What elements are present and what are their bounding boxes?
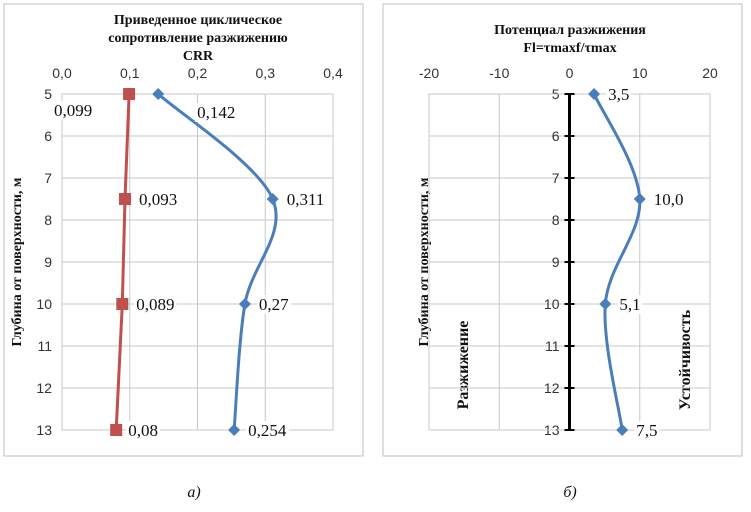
- chart-a-data-label-background: [126, 421, 160, 440]
- chart-a-x-tick-label: 0,2: [188, 65, 208, 81]
- chart-a-series-2-point: [266, 193, 279, 205]
- chart-b-x-tick-label: -10: [489, 65, 509, 81]
- chart-a-data-label-background: [195, 103, 238, 122]
- chart-a-data-label-background: [137, 190, 180, 209]
- chart-b-zone-left-label: Разжижение: [455, 321, 472, 410]
- chart-a-y-tick-label: 6: [44, 128, 52, 144]
- chart-a-series-1-point: [119, 193, 132, 205]
- chart-b-series-1-point: [616, 424, 629, 436]
- chart-a-series-2-data-label: 0,254: [248, 421, 287, 440]
- chart-b-zone-right-label: Устойчивость: [677, 309, 694, 410]
- chart-a-x-tick-label: 0,1: [120, 65, 140, 81]
- chart-a-data-label-background: [51, 101, 95, 120]
- chart-a-series-1-point: [116, 298, 129, 310]
- chart-b-series-1-point: [599, 298, 612, 310]
- chart-b-y-tick-label: 11: [545, 338, 560, 354]
- chart-a-title-line-3: CRR: [183, 49, 214, 64]
- chart-b-y-tick-label: 10: [544, 296, 560, 312]
- chart-a-y-tick-label: 13: [36, 422, 52, 438]
- chart-a-series-2-data-label: 0,27: [259, 295, 289, 314]
- chart-b-series-1-data-label: 3,5: [608, 85, 629, 104]
- chart-b-series-1-point: [633, 193, 646, 205]
- chart-a-y-tick-label: 9: [44, 254, 52, 270]
- chart-b-y-tick-label: 6: [552, 128, 560, 144]
- chart-a-series-1-data-label: 0,093: [139, 190, 177, 209]
- chart-a-series-1-point: [110, 424, 123, 436]
- chart-a-plot-border: [61, 93, 334, 431]
- chart-a-caption: а): [187, 484, 200, 501]
- chart-a-y-tick-label: 7: [44, 170, 52, 186]
- chart-b-y-tick-label: 12: [544, 380, 560, 396]
- chart-b-data-label-background: [606, 85, 632, 104]
- chart-a-series-1-data-label: 0,08: [128, 421, 158, 440]
- chart-b-x-tick-label: 0: [566, 65, 574, 81]
- chart-b-data-label-background: [651, 190, 686, 209]
- chart-a-data-label-background: [284, 190, 327, 209]
- chart-a-x-tick-label: 0,3: [256, 65, 276, 81]
- chart-a-data-label-background: [246, 421, 289, 440]
- chart-b-y-tick-label: 7: [552, 170, 560, 186]
- chart-b-x-tick-label: 20: [702, 65, 718, 81]
- chart-a-series-2-point: [238, 298, 251, 310]
- chart-b-y-tick-label: 9: [552, 254, 560, 270]
- chart-a-series-2-data-label: 0,311: [287, 190, 325, 209]
- chart-a-title-line-2: сопротивление разжижению: [108, 31, 288, 46]
- chart-a-y-axis-label: Глубина от поверхности, м: [10, 177, 25, 346]
- chart-a-frame: [3, 3, 364, 457]
- chart-b-x-tick-label: -20: [419, 65, 439, 81]
- chart-a-y-tick-label: 5: [44, 86, 52, 102]
- chart-a-series-1-point: [123, 88, 136, 100]
- chart-b-series-1-data-label: 5,1: [619, 295, 640, 314]
- chart-b-y-tick-label: 8: [552, 212, 560, 228]
- chart-a-y-tick-label: 11: [37, 338, 52, 354]
- chart-b-series-1-data-label: 10,0: [654, 190, 684, 209]
- chart-a-plot-area: 0,0 0,1 0,2 0,3 0,4 5 6 7 8 9 10 11 12 13 0,099 0,093 0,…: [36, 65, 343, 440]
- chart-b-y-axis-label: Глубина от поверхности, м: [417, 177, 432, 346]
- chart-a-series-2-data-label: 0,142: [197, 103, 235, 122]
- chart-a-series-2-point: [228, 424, 241, 436]
- chart-a-series-2-point: [152, 88, 165, 100]
- chart-b-frame: [382, 3, 743, 457]
- chart-b-data-label-background: [617, 295, 643, 314]
- chart-a-data-label-background: [134, 295, 177, 314]
- chart-a-series-1-data-label: 0,089: [136, 295, 174, 314]
- chart-a-x-tick-label: 0,4: [323, 65, 343, 81]
- chart-a-x-tick-label: 0,0: [52, 65, 72, 81]
- chart-b-caption: б): [563, 484, 576, 501]
- chart-a-title-line-1: Приведенное циклическое: [114, 13, 282, 28]
- chart-b-series-1-point: [588, 88, 601, 100]
- chart-b-title-line-2: Fl=τmaxf/τmax: [523, 41, 616, 56]
- chart-a-series-2-line: [157, 92, 278, 431]
- chart-a-data-label-background: [256, 295, 292, 314]
- chart-a-y-tick-label: 12: [36, 380, 52, 396]
- chart-b-title-line-1: Потенциал разжижения: [494, 23, 646, 38]
- chart-a-series-1-line: [114, 93, 131, 431]
- chart-a-series-1-data-label: 0,099: [54, 101, 92, 120]
- chart-b-data-label-background: [634, 421, 660, 440]
- chart-b-series-1-line: [592, 93, 642, 431]
- chart-b-x-tick-label: 10: [632, 65, 648, 81]
- chart-a-y-tick-label: 8: [44, 212, 52, 228]
- chart-a-y-tick-label: 10: [36, 296, 52, 312]
- chart-b-series-1-data-label: 7,5: [636, 421, 657, 440]
